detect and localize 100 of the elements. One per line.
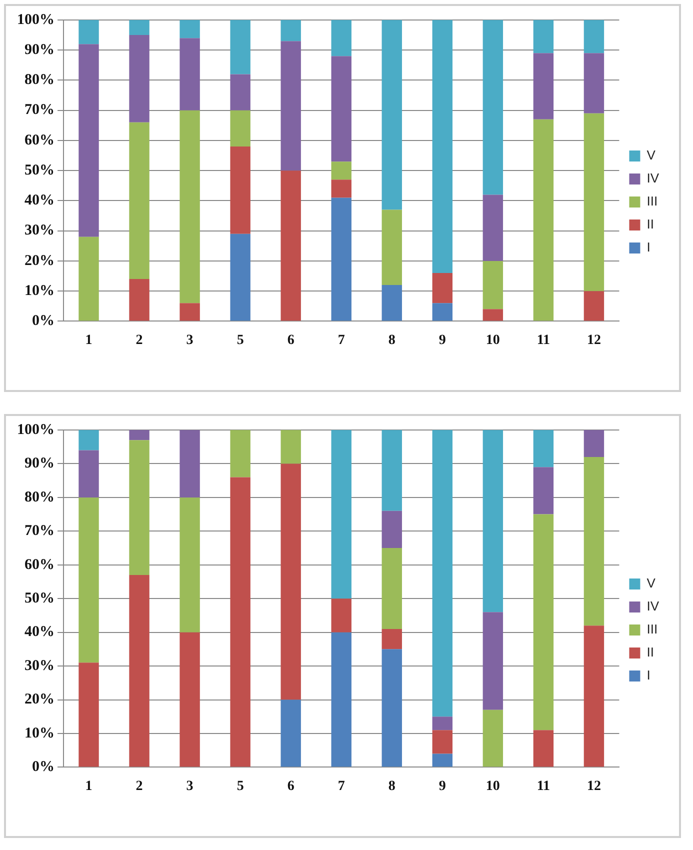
x-tick-label: 1 [85, 332, 92, 348]
bar [331, 430, 352, 599]
bar [584, 291, 604, 321]
bar [432, 754, 452, 767]
x-tick-label: 5 [236, 778, 244, 794]
legend-label: II [646, 216, 654, 232]
y-tick-label: 20% [24, 692, 54, 708]
bar [432, 303, 452, 321]
y-tick-label: 20% [24, 252, 54, 269]
x-tick-label: 1 [85, 778, 92, 794]
bar [584, 113, 604, 292]
bar [482, 430, 504, 612]
bar [129, 35, 150, 122]
bar [432, 716, 452, 730]
y-tick-label: 90% [24, 456, 54, 472]
legend-label: IV [646, 598, 660, 614]
y-tick-label: 70% [24, 523, 54, 540]
bar [533, 20, 554, 54]
x-tick-label: 12 [586, 332, 601, 348]
legend-label: V [646, 576, 656, 591]
x-tick-label: 11 [536, 332, 550, 348]
legend-label: II [646, 644, 654, 660]
bar [533, 467, 554, 514]
bar [280, 20, 301, 42]
bar [331, 180, 352, 198]
y-tick-label: 0% [32, 313, 54, 330]
y-tick-label: 50% [24, 162, 54, 178]
bar [230, 110, 250, 147]
y-tick-label: 100% [17, 422, 54, 438]
bar [432, 273, 452, 304]
y-tick-label: 100% [17, 12, 54, 28]
bar [482, 710, 504, 767]
bar [331, 632, 352, 767]
x-tick-label: 5 [236, 332, 244, 348]
y-tick-label: 80% [24, 72, 54, 88]
bar [129, 20, 150, 36]
bar [533, 53, 554, 120]
bar [331, 162, 352, 180]
y-tick-label: 90% [24, 42, 54, 58]
y-tick-label: 60% [24, 556, 54, 573]
bar [482, 309, 504, 321]
bar [584, 20, 604, 54]
x-tick-label: 12 [586, 778, 601, 794]
bar [129, 122, 150, 280]
bar [584, 626, 604, 767]
x-tick-label: 9 [438, 332, 446, 348]
legend-label: I [646, 668, 650, 683]
x-tick-label: 3 [186, 332, 194, 348]
bar [382, 285, 402, 321]
bar [129, 440, 150, 575]
bar [230, 146, 250, 234]
bar [331, 598, 352, 632]
bar [78, 497, 99, 663]
y-tick-label: 50% [24, 590, 54, 606]
bar [533, 430, 554, 468]
bar [482, 194, 504, 261]
legend-label: III [646, 194, 658, 209]
y-tick-label: 60% [24, 132, 54, 148]
bar [280, 41, 301, 171]
bar [180, 20, 200, 38]
bar [382, 628, 402, 650]
x-tick-label: 10 [486, 778, 500, 794]
bar [280, 170, 301, 321]
bar [180, 110, 200, 304]
bar [584, 430, 604, 457]
bar [432, 20, 452, 274]
x-tick-label: 2 [136, 778, 143, 794]
bar [129, 430, 150, 440]
y-tick-label: 10% [24, 725, 54, 742]
y-tick-label: 40% [24, 192, 54, 209]
bar [432, 430, 452, 717]
x-tick-label: 8 [388, 778, 396, 794]
y-tick-label: 10% [24, 282, 54, 299]
bar [482, 612, 504, 710]
bar [331, 198, 352, 321]
bar [230, 74, 250, 110]
bar [78, 662, 99, 767]
y-tick-label: 80% [24, 489, 54, 506]
x-tick-label: 7 [338, 332, 345, 348]
bar [78, 450, 99, 498]
bar [129, 574, 150, 767]
bar [230, 234, 250, 321]
bar [482, 20, 504, 195]
bar [382, 20, 402, 210]
bar [382, 210, 402, 286]
bar [280, 430, 301, 464]
legend-label: III [646, 622, 658, 637]
bar [180, 430, 200, 498]
x-tick-label: 2 [136, 332, 143, 348]
x-tick-label: 9 [438, 778, 446, 794]
bar [533, 119, 554, 321]
bar [180, 632, 200, 767]
bar [230, 20, 250, 74]
x-tick-label: 6 [287, 332, 294, 348]
bar [78, 44, 99, 237]
bar [533, 730, 554, 767]
bar [78, 20, 99, 44]
y-tick-label: 0% [32, 759, 54, 776]
bar [584, 53, 604, 114]
bar [280, 700, 301, 767]
